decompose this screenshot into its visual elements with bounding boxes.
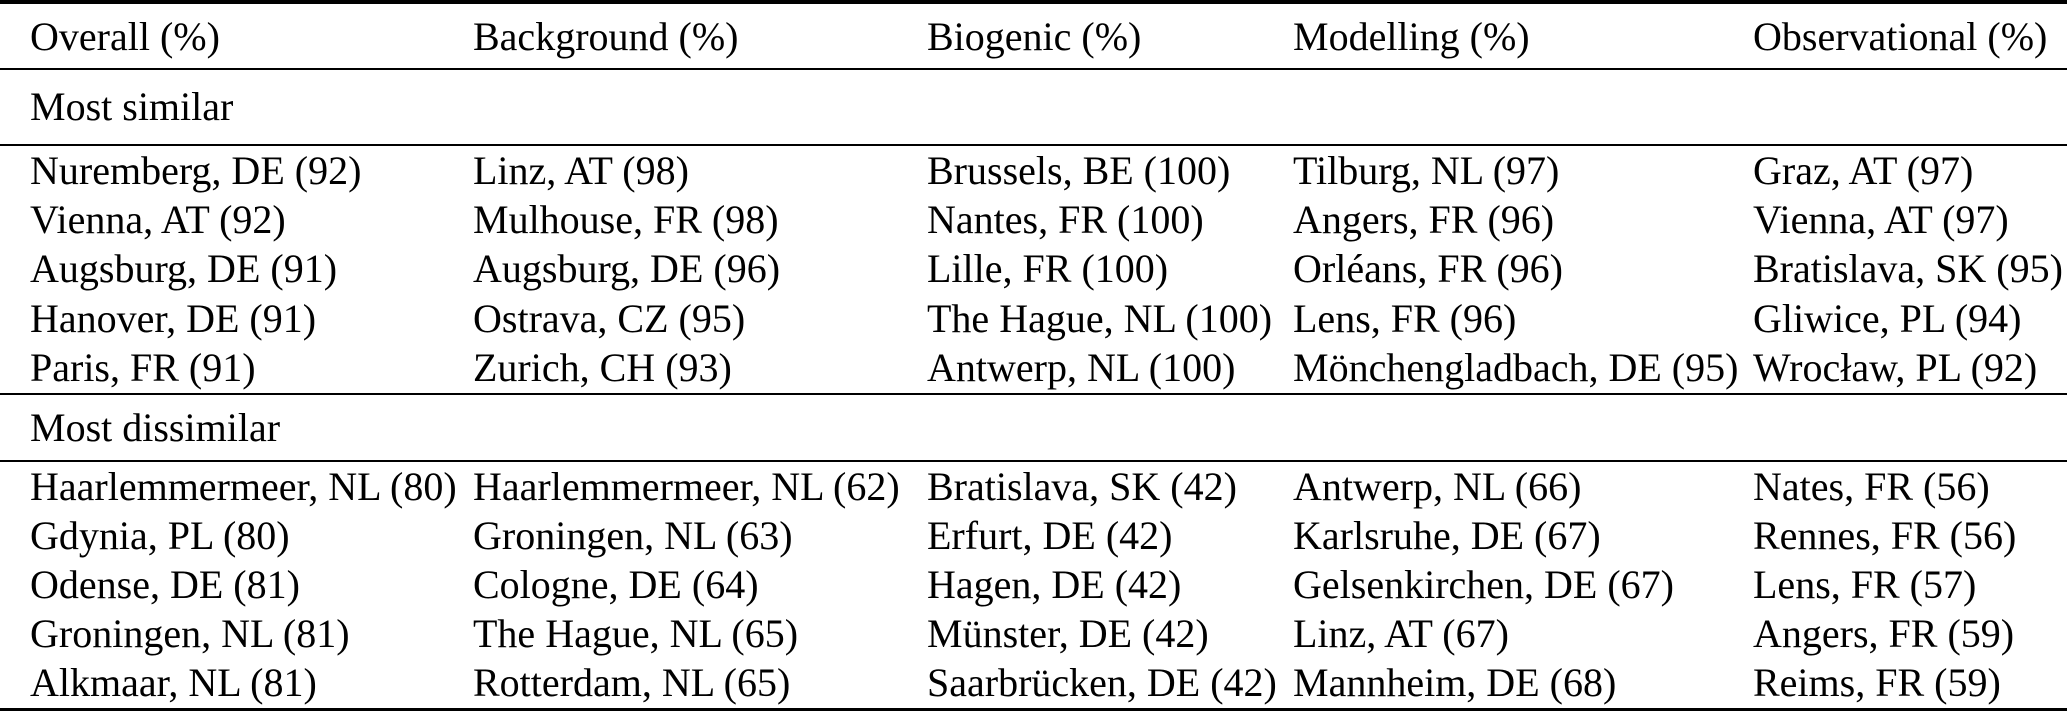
table-cell: Mannheim, DE (68) (1293, 660, 1617, 706)
table-header-row: Overall (%) Background (%) Biogenic (%) … (0, 4, 2067, 68)
table-cell: Lens, FR (57) (1753, 561, 1977, 607)
table-cell: Tilburg, NL (97) (1293, 147, 1560, 193)
section-label: Most dissimilar (30, 404, 281, 450)
table-cell: Hagen, DE (42) (927, 561, 1182, 607)
table-cell: Angers, FR (96) (1293, 197, 1555, 243)
section-label: Most similar (30, 84, 234, 129)
table-cell: Groningen, NL (81) (30, 611, 350, 657)
table-cell: Angers, FR (59) (1753, 611, 2015, 657)
table-cell: Alkmaar, NL (81) (30, 660, 317, 706)
table-cell: Haarlemmermeer, NL (80) (30, 463, 457, 509)
table-cell: Graz, AT (97) (1753, 147, 1974, 193)
table-bottom-rule (0, 708, 2067, 711)
table-cell: Cologne, DE (64) (473, 561, 759, 607)
table-cell: Vienna, AT (97) (1753, 197, 2009, 243)
table-cell: Rennes, FR (56) (1753, 512, 2017, 558)
table-cell: Antwerp, NL (100) (927, 345, 1236, 391)
table-cell: Nantes, FR (100) (927, 197, 1204, 243)
table-cell: Groningen, NL (63) (473, 512, 793, 558)
table-cell: Ostrava, CZ (95) (473, 295, 746, 341)
table-cell: Bratislava, SK (42) (927, 463, 1237, 509)
table-cell: Augsburg, DE (91) (30, 246, 338, 292)
table-cell: Mönchengladbach, DE (95) (1293, 345, 1739, 391)
table-cell: Paris, FR (91) (30, 345, 256, 391)
table-cell: Wrocław, PL (92) (1753, 345, 2038, 391)
table-cell: Odense, DE (81) (30, 561, 300, 607)
table-top-rule (0, 0, 2067, 4)
most-dissimilar-rows: Haarlemmermeer, NL (80) Haarlemmermeer, … (0, 462, 2067, 708)
table-cell: Karlsruhe, DE (67) (1293, 512, 1601, 558)
table-cell: Münster, DE (42) (927, 611, 1209, 657)
table-cell: Nates, FR (56) (1753, 463, 1990, 509)
table-cell: The Hague, NL (100) (927, 295, 1273, 341)
section-divider-rule (0, 460, 2067, 462)
section-label-most-similar: Most similar (0, 70, 2067, 144)
table-cell: Brussels, BE (100) (927, 147, 1231, 193)
section-divider-rule (0, 144, 2067, 146)
column-header-observational: Observational (%) (1753, 13, 2048, 59)
table-cell: Augsburg, DE (96) (473, 246, 781, 292)
table-cell: Antwerp, NL (66) (1293, 463, 1582, 509)
table-cell: Reims, FR (59) (1753, 660, 2001, 706)
table-cell: Gdynia, PL (80) (30, 512, 290, 558)
table-cell: Mulhouse, FR (98) (473, 197, 779, 243)
section-divider-rule (0, 393, 2067, 395)
column-header-modelling: Modelling (%) (1293, 13, 1530, 59)
section-label-most-dissimilar: Most dissimilar (0, 395, 2067, 460)
table-cell: Nuremberg, DE (92) (30, 147, 362, 193)
table-cell: Lens, FR (96) (1293, 295, 1517, 341)
table-cell: Haarlemmermeer, NL (62) (473, 463, 900, 509)
table-cell: Erfurt, DE (42) (927, 512, 1173, 558)
table-cell: Rotterdam, NL (65) (473, 660, 791, 706)
table-cell: Saarbrücken, DE (42) (927, 660, 1277, 706)
table-cell: Gelsenkirchen, DE (67) (1293, 561, 1674, 607)
table-cell: Orléans, FR (96) (1293, 246, 1563, 292)
column-header-biogenic: Biogenic (%) (927, 13, 1142, 59)
most-similar-rows: Nuremberg, DE (92) Linz, AT (98) Brussel… (0, 146, 2067, 393)
column-header-overall: Overall (%) (30, 13, 220, 59)
table-cell: Hanover, DE (91) (30, 295, 317, 341)
table-cell: Lille, FR (100) (927, 246, 1169, 292)
header-divider-rule (0, 68, 2067, 70)
table-cell: Vienna, AT (92) (30, 197, 286, 243)
table-cell: The Hague, NL (65) (473, 611, 799, 657)
table-cell: Gliwice, PL (94) (1753, 295, 2022, 341)
table-cell: Linz, AT (98) (473, 147, 689, 193)
table-cell: Linz, AT (67) (1293, 611, 1509, 657)
table-cell: Zurich, CH (93) (473, 345, 732, 391)
column-header-background: Background (%) (473, 13, 739, 59)
table-cell: Bratislava, SK (95) (1753, 246, 2063, 292)
